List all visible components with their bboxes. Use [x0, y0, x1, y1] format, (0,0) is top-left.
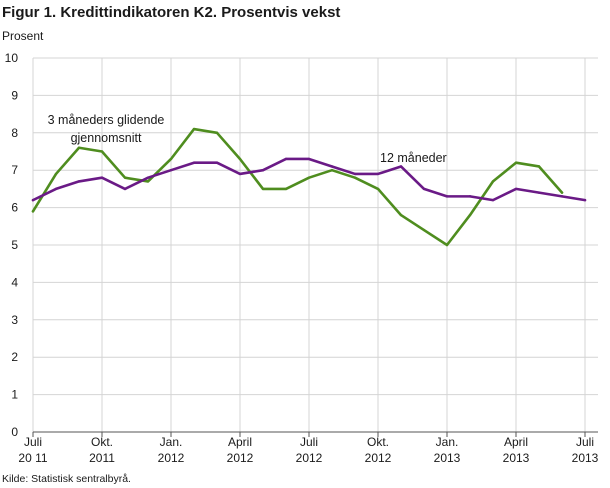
series-0-point	[146, 180, 150, 183]
axes: 0 1 2 3 4 5 6 7 8 9 10 Juli 20 11 Okt. 2011 Jan. 2012 Apr…	[5, 51, 599, 465]
series-label-12m: 12 måneder	[380, 151, 447, 165]
series-1-point	[284, 157, 288, 161]
series-label-3m-line2: gjennomsnitt	[71, 131, 142, 145]
x-tick-label-year: 2013	[572, 451, 599, 465]
series-0-point	[100, 150, 104, 153]
series-0-point	[284, 187, 288, 191]
x-tick-label-month: Juli	[576, 435, 594, 449]
series-1-point	[491, 198, 495, 202]
series-0-point	[399, 213, 403, 217]
series-1-point	[100, 176, 104, 179]
series-0-point	[353, 176, 357, 179]
source-note: Kilde: Statistisk sentralbyrå.	[2, 473, 131, 485]
series-0-point	[31, 210, 35, 213]
series-1-point	[54, 187, 58, 191]
series-0-point	[330, 169, 334, 172]
series-1-point	[399, 165, 403, 168]
x-tick-label-month: April	[504, 435, 528, 449]
y-tick-label: 8	[11, 126, 18, 140]
series-0-point	[445, 243, 449, 247]
x-tick-label-year: 2012	[296, 451, 323, 465]
y-tick-label: 9	[11, 88, 18, 102]
series-0-point	[77, 146, 81, 149]
y-tick-label: 4	[11, 275, 18, 289]
series-0-point	[261, 187, 265, 191]
series-1-point	[215, 161, 219, 164]
series-0-point	[560, 191, 564, 194]
series-0-point	[238, 157, 242, 161]
x-tick-label-year: 2012	[227, 451, 254, 465]
x-tick-label-year: 2012	[158, 451, 185, 465]
x-tick-label-year: 2011	[89, 451, 115, 465]
series-1-point	[468, 195, 472, 198]
series-group	[31, 127, 587, 247]
chart-title: Figur 1. Kredittindikatoren K2. Prosentv…	[2, 4, 340, 21]
series-line-0	[31, 127, 564, 247]
series-0-point	[422, 228, 426, 232]
series-label-3m-line1: 3 måneders glidende	[48, 113, 165, 127]
x-tick-label-year: 2013	[503, 451, 530, 465]
series-1-point	[560, 195, 564, 198]
y-tick-label: 10	[5, 51, 19, 65]
y-tick-label: 6	[11, 201, 18, 215]
series-1-point	[192, 161, 196, 164]
series-1-point	[261, 169, 265, 172]
x-tick-label-month: Jan.	[436, 435, 459, 449]
series-1-point	[307, 157, 311, 161]
series-0-point	[376, 187, 380, 191]
series-1-point	[422, 187, 426, 191]
y-tick-label: 1	[11, 388, 18, 402]
x-tick-label-month: Juli	[24, 435, 42, 449]
y-tick-label: 2	[11, 350, 18, 364]
x-tick-label-year: 2013	[434, 451, 461, 465]
series-1-point	[330, 165, 334, 168]
series-1-point	[31, 198, 35, 202]
series-1-point	[583, 198, 587, 202]
series-1-point	[537, 191, 541, 194]
x-tick-label-year: 2012	[365, 451, 392, 465]
series-1-point	[238, 172, 242, 176]
series-1-point	[353, 172, 357, 176]
series-1-point	[376, 172, 380, 176]
y-tick-label: 3	[11, 313, 18, 327]
series-0-point	[192, 127, 196, 131]
series-0-point	[491, 180, 495, 183]
x-tick-label-month: Juli	[300, 435, 318, 449]
series-1-point	[169, 169, 173, 172]
series-0-point	[54, 172, 58, 176]
y-axis-label: Prosent	[2, 29, 44, 43]
x-tick-label-month: April	[228, 435, 252, 449]
series-0-point	[307, 176, 311, 179]
series-0-point	[123, 176, 127, 179]
series-1-point	[77, 180, 81, 183]
series-1-point	[123, 187, 127, 191]
x-tick-label-month: Okt.	[367, 435, 389, 449]
series-0-point	[169, 157, 173, 161]
y-tick-label: 7	[11, 163, 18, 177]
series-0-point	[537, 165, 541, 168]
series-0-point	[514, 161, 518, 164]
x-tick-label-month: Jan.	[160, 435, 183, 449]
y-tick-label: 0	[11, 425, 18, 439]
grid	[32, 57, 598, 432]
series-1-point	[146, 176, 150, 179]
x-tick-label-year: 20 11	[18, 451, 47, 465]
y-tick-label: 5	[11, 238, 18, 252]
x-tick-label-month: Okt.	[91, 435, 113, 449]
series-0-point	[468, 213, 472, 217]
series-0-point	[215, 131, 219, 134]
series-1-point	[514, 187, 518, 191]
series-1-point	[445, 195, 449, 198]
